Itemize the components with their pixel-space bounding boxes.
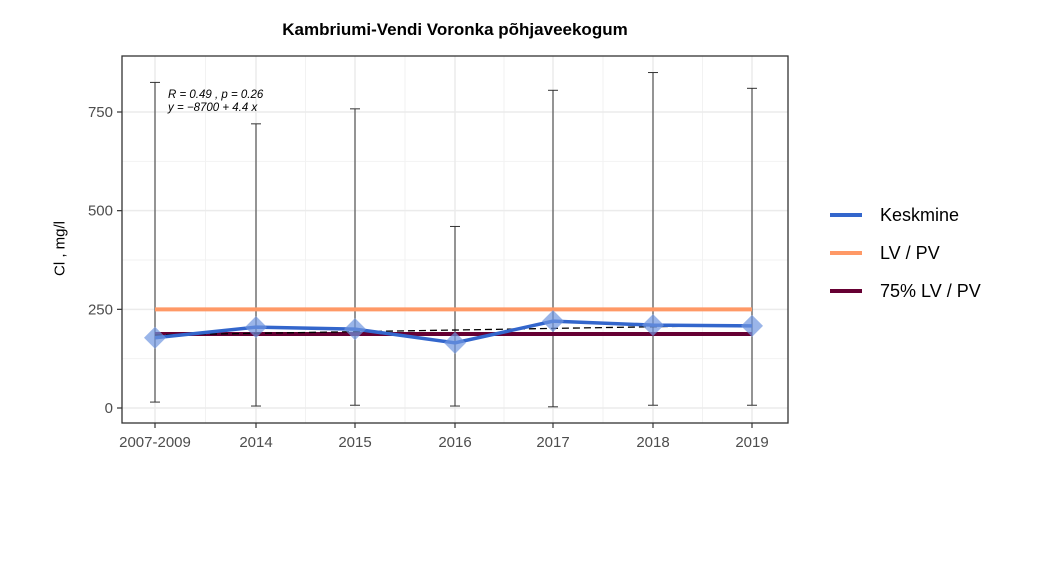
legend-label: 75% LV / PV <box>880 280 981 301</box>
mean-marker <box>741 314 763 337</box>
mean-marker <box>245 316 267 339</box>
y-tick-label: 0 <box>105 400 113 417</box>
legend-item-lv-pv: LV / PV <box>830 234 981 272</box>
chart-title: Kambriumi-Vendi Voronka põhjaveekogum <box>282 20 628 39</box>
regression-annotation: y = −8700 + 4.4 x <box>167 102 258 114</box>
legend-swatch-lv-pv <box>830 251 862 255</box>
y-tick-label: 500 <box>88 203 113 220</box>
y-tick-label: 250 <box>88 301 113 318</box>
mean-marker <box>444 331 466 354</box>
legend-swatch-75-lv-pv <box>830 289 862 293</box>
x-tick-label: 2017 <box>536 434 569 451</box>
stats-annotation: R = 0.49 , p = 0.26 <box>168 89 264 101</box>
x-tick-label: 2014 <box>239 434 272 451</box>
legend-label: Keskmine <box>880 204 960 225</box>
x-tick-label: 2016 <box>438 434 471 451</box>
legend-item-keskmine: Keskmine <box>830 196 981 234</box>
legend: Keskmine LV / PV 75% LV / PV <box>830 196 981 310</box>
x-tick-label: 2015 <box>338 434 371 451</box>
x-tick-label: 2019 <box>735 434 768 451</box>
legend-swatch-keskmine <box>830 213 862 217</box>
x-tick-label: 2018 <box>636 434 669 451</box>
mean-marker <box>344 318 366 341</box>
mean-marker <box>542 310 564 333</box>
y-tick-label: 750 <box>88 104 113 121</box>
y-axis-label: Cl , mg/l <box>51 221 69 277</box>
legend-label: LV / PV <box>880 242 940 263</box>
mean-marker <box>144 326 166 349</box>
mean-marker <box>642 314 664 337</box>
x-tick-label: 2007-2009 <box>119 434 191 451</box>
legend-item-75-lv-pv: 75% LV / PV <box>830 272 981 310</box>
